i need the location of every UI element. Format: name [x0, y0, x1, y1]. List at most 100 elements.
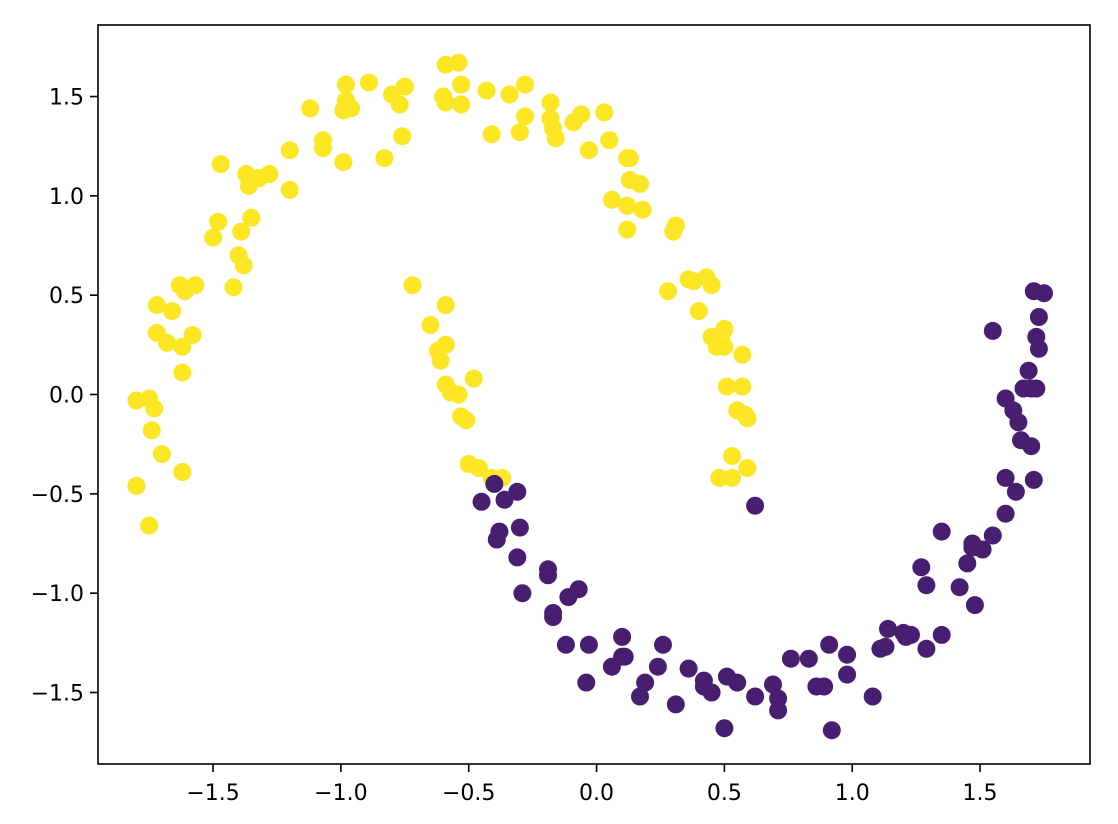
data-point-series1 [449, 53, 468, 72]
data-point-series1 [666, 216, 685, 235]
data-point-series2 [485, 474, 504, 493]
data-point-series1 [546, 129, 565, 148]
data-point-series1 [600, 131, 619, 150]
data-point-series1 [242, 208, 261, 227]
data-point-series2 [715, 719, 734, 738]
data-point-series2 [1027, 379, 1046, 398]
x-tick-label: −0.5 [442, 781, 495, 806]
data-point-series2 [932, 625, 951, 644]
data-point-series1 [145, 399, 164, 418]
data-point-series2 [965, 596, 984, 615]
data-point-series1 [723, 468, 742, 487]
data-point-series2 [679, 659, 698, 678]
data-point-series1 [173, 363, 192, 382]
data-point-series1 [204, 228, 223, 247]
data-point-series1 [733, 345, 752, 364]
data-point-series1 [595, 103, 614, 122]
data-point-series2 [746, 496, 765, 515]
data-point-series2 [472, 492, 491, 511]
data-point-series2 [932, 522, 951, 541]
data-point-series1 [449, 385, 468, 404]
data-point-series2 [917, 576, 936, 595]
data-point-series1 [173, 463, 192, 481]
data-point-series1 [689, 302, 708, 321]
x-axis: −1.5 −1.0 −0.5 0.0 0.5 1.0 1.5 [186, 764, 998, 806]
data-point-series2 [487, 530, 506, 549]
data-point-series2 [912, 558, 931, 577]
data-point-series2 [996, 468, 1015, 487]
data-point-series1 [224, 278, 243, 297]
data-point-series2 [958, 554, 977, 573]
data-point-series1 [183, 325, 202, 344]
data-point-series2 [539, 566, 557, 585]
data-point-series1 [510, 123, 529, 142]
data-point-series1 [723, 447, 742, 466]
data-point-series1 [186, 276, 205, 295]
data-point-series2 [702, 683, 721, 702]
data-point-series1 [436, 296, 455, 315]
data-point-series1 [715, 319, 734, 338]
data-point-series1 [334, 153, 353, 172]
data-point-series1 [710, 468, 729, 487]
data-point-series1 [260, 165, 279, 183]
data-point-series2 [648, 657, 667, 676]
data-point-series1 [436, 93, 455, 112]
data-point-series2 [666, 695, 685, 714]
data-point-series1 [579, 141, 598, 160]
data-point-series2 [508, 548, 527, 567]
data-point-series2 [996, 504, 1015, 523]
data-point-series2 [822, 721, 841, 740]
data-point-series1 [234, 256, 253, 275]
data-point-series1 [342, 99, 361, 118]
data-point-series2 [983, 321, 1002, 340]
data-point-series2 [1009, 413, 1028, 432]
data-point-series2 [863, 687, 882, 706]
data-point-series1 [147, 296, 166, 315]
data-point-series1 [158, 333, 176, 352]
data-point-series1 [516, 107, 534, 126]
data-point-series1 [516, 75, 534, 94]
data-point-series2 [1029, 308, 1048, 326]
data-point-series1 [140, 516, 159, 535]
data-point-series1 [152, 445, 171, 464]
x-tick-label: 0.0 [579, 781, 614, 806]
data-point-series1 [659, 282, 678, 301]
y-tick-label: 1.5 [49, 86, 84, 111]
data-point-series1 [232, 222, 251, 241]
data-point-series2 [815, 677, 834, 696]
data-point-series1 [482, 125, 501, 144]
data-point-series2 [569, 580, 588, 599]
y-tick-label: 0.5 [49, 284, 84, 309]
data-point-series1 [163, 302, 182, 321]
data-point-series1 [337, 75, 355, 94]
data-point-series1 [500, 85, 519, 104]
data-point-series2 [876, 637, 895, 656]
data-point-series1 [142, 421, 161, 440]
data-point-series2 [1006, 482, 1025, 501]
y-tick-label: −1.5 [31, 681, 84, 706]
data-point-series1 [395, 77, 414, 96]
data-point-series1 [280, 141, 299, 160]
data-point-series1 [633, 200, 652, 219]
data-point-series2 [1035, 284, 1053, 303]
data-point-series2 [510, 518, 529, 537]
data-point-series2 [579, 635, 598, 654]
data-point-series2 [513, 584, 532, 603]
data-point-series1 [618, 220, 637, 239]
data-point-series2 [781, 649, 800, 668]
data-point-series1 [301, 99, 320, 118]
data-point-series1 [280, 180, 299, 199]
plot-area [127, 53, 1053, 740]
data-point-series1 [403, 276, 422, 295]
data-point-series1 [421, 316, 440, 334]
y-tick-label: 0.0 [49, 384, 84, 409]
data-point-series2 [615, 647, 634, 666]
data-point-series2 [508, 482, 527, 501]
data-point-series2 [983, 526, 1002, 545]
data-point-series2 [1019, 361, 1038, 380]
data-point-series1 [375, 149, 394, 168]
y-tick-label: −1.0 [31, 582, 84, 607]
data-point-series1 [393, 127, 412, 146]
data-point-series2 [838, 645, 857, 664]
data-point-series2 [769, 701, 788, 720]
